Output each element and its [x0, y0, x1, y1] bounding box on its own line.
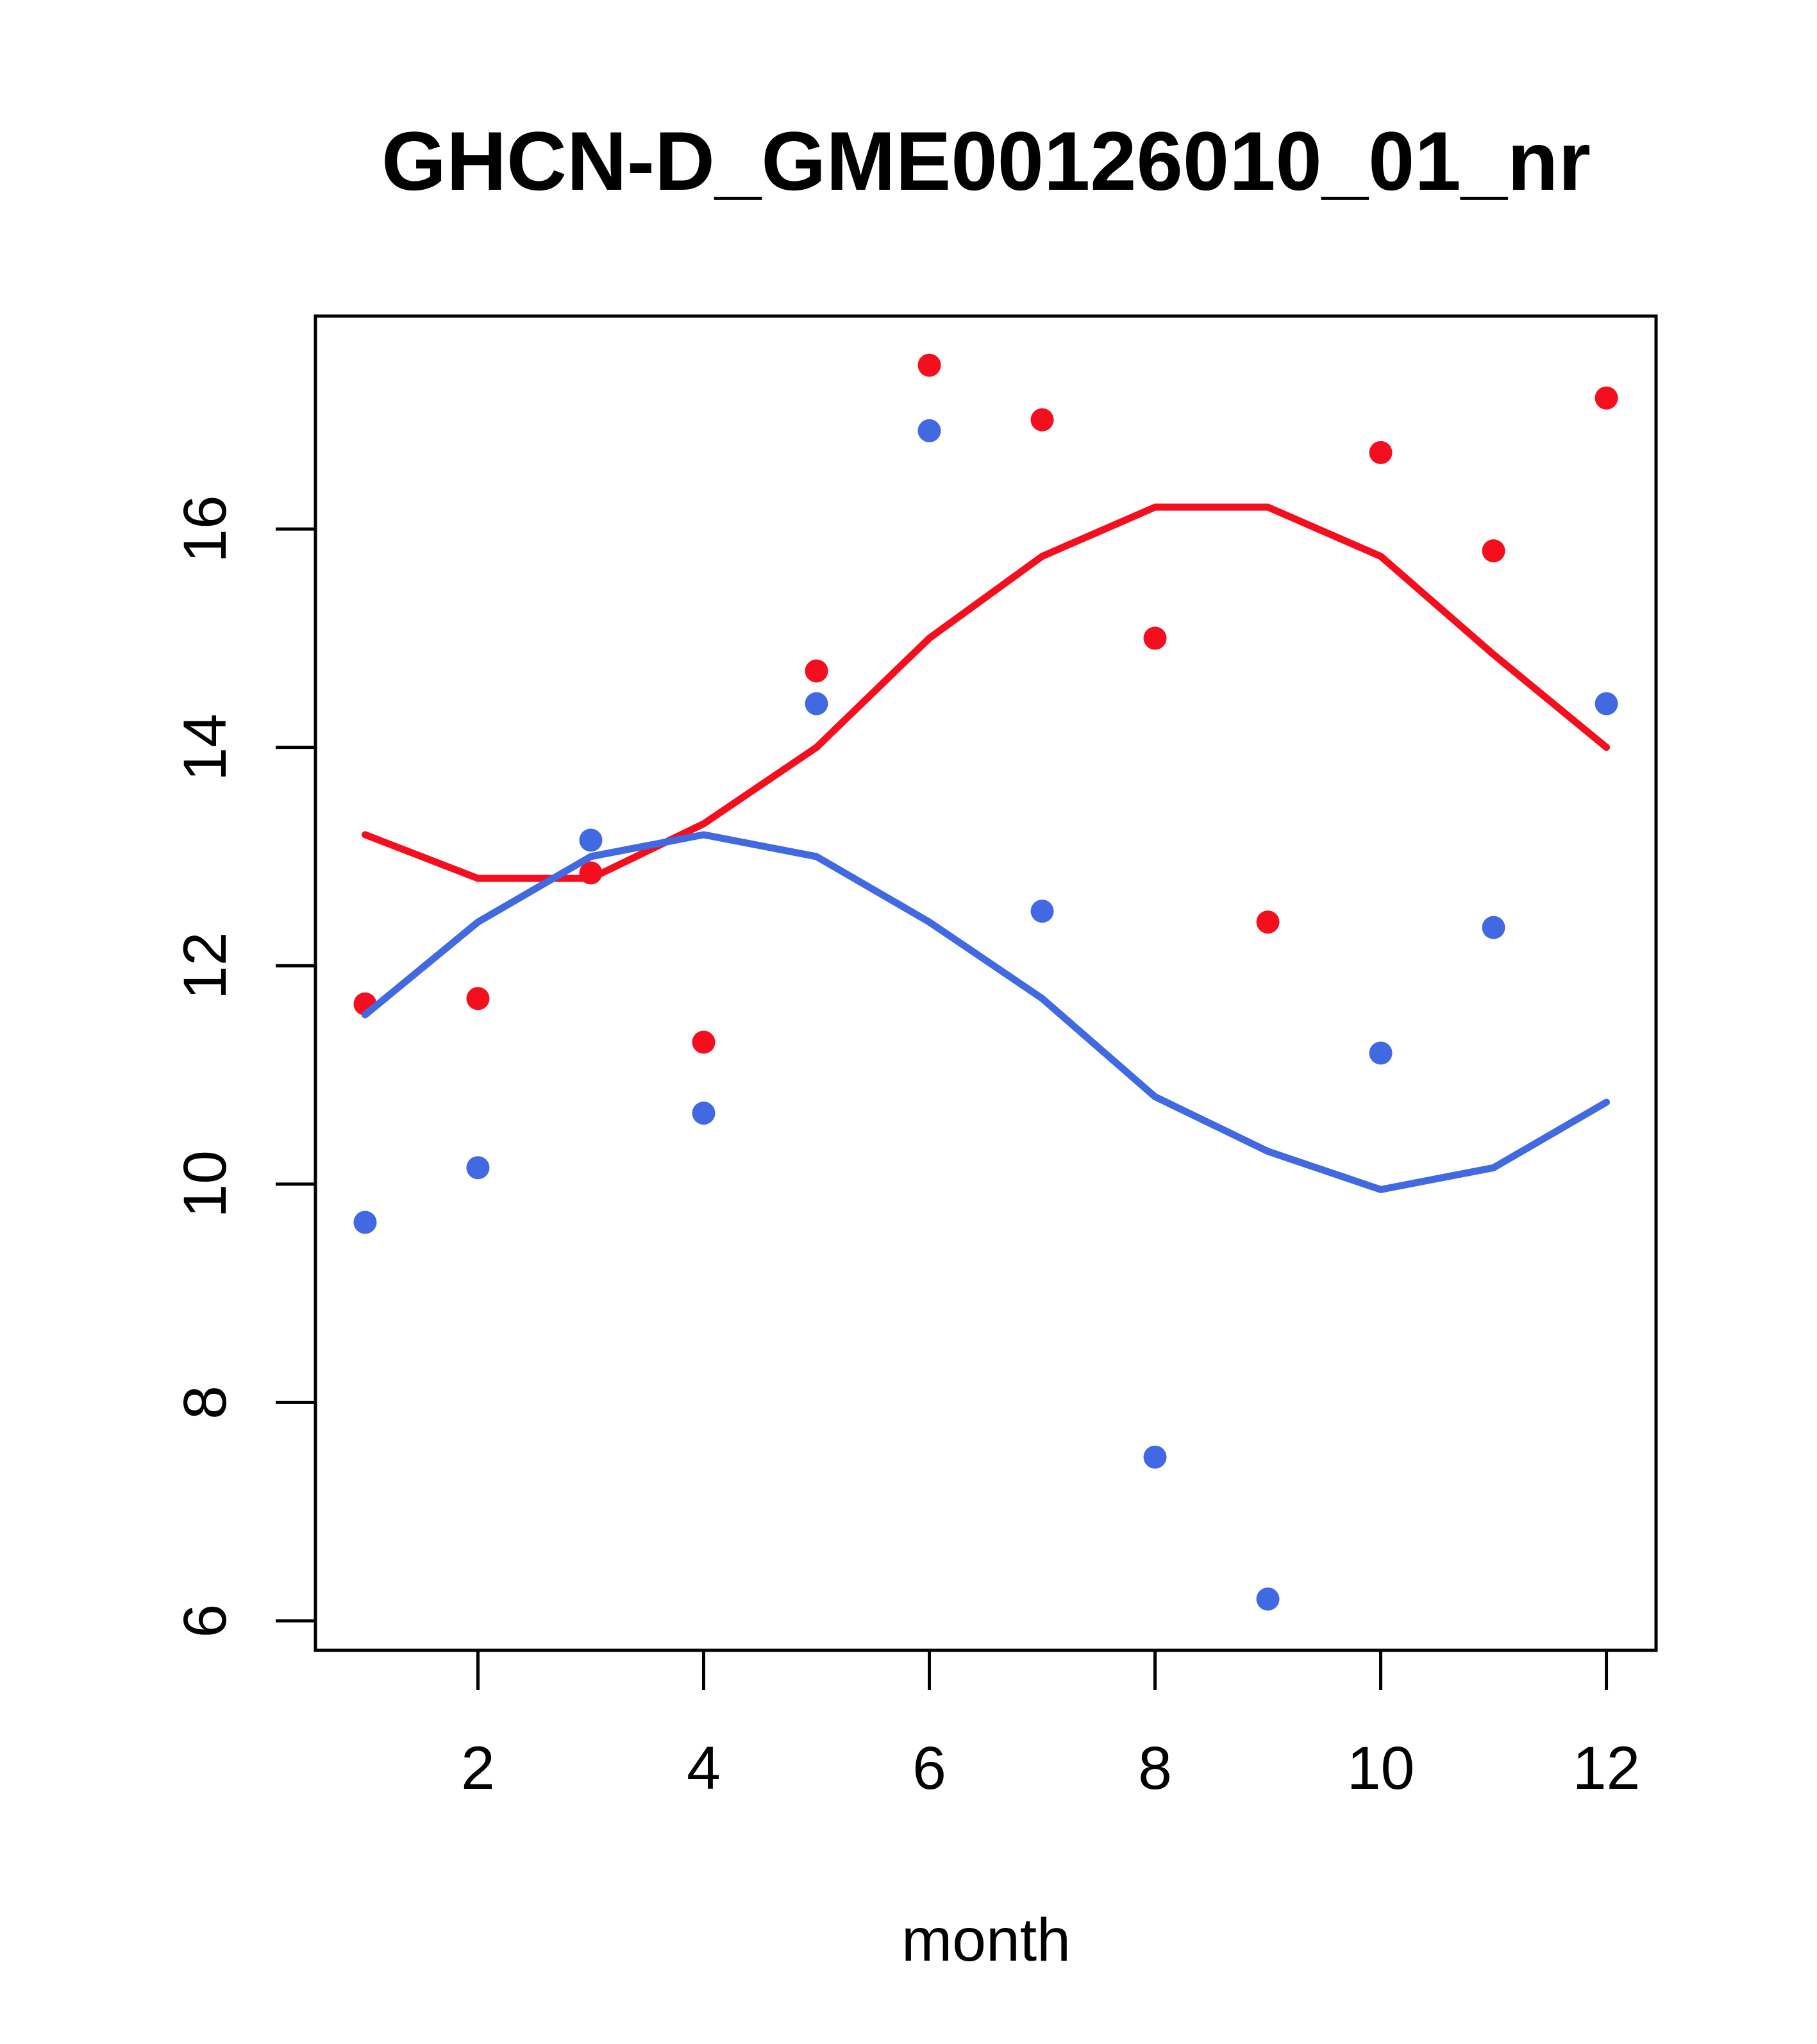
red-smooth-line	[361, 503, 1611, 882]
blue-points-marker	[466, 1156, 490, 1180]
blue-points-marker	[1369, 1041, 1393, 1065]
blue-points-marker	[692, 1102, 716, 1125]
x-axis-label: month	[901, 1906, 1071, 1974]
blue-points-marker	[805, 692, 828, 716]
x-axis-tick-label: 10	[1347, 1734, 1415, 1802]
red-points-marker	[1595, 386, 1618, 410]
plot-title: GHCN-D_GME00126010_01_nr	[381, 114, 1591, 208]
y-axis-tick-label: 14	[171, 714, 239, 782]
x-axis-tick-label: 8	[1138, 1734, 1172, 1802]
x-axis-tick-label: 12	[1573, 1734, 1641, 1802]
data-series-layer	[353, 353, 1618, 1611]
y-axis-tick-label: 16	[171, 495, 239, 563]
red-points-marker	[1482, 539, 1505, 563]
blue-points-marker	[579, 828, 603, 852]
red-points-marker	[917, 353, 941, 377]
blue-points-marker	[353, 1210, 377, 1234]
blue-points-marker	[1482, 916, 1505, 939]
y-axis-tick-label: 12	[171, 932, 239, 1000]
x-axis-tick-label: 2	[461, 1734, 495, 1802]
blue-points-marker	[1595, 692, 1618, 716]
red-points-marker	[1369, 440, 1393, 464]
blue-points-marker	[1030, 900, 1054, 923]
axis-layer: 2 4 6 8 10 12 6 8 10 12 14 16	[171, 495, 1640, 1802]
red-points-marker	[1030, 408, 1054, 431]
red-points-marker	[1143, 626, 1167, 650]
blue-smooth-line	[361, 831, 1611, 1193]
red-points-marker	[692, 1030, 716, 1054]
y-axis-tick-label: 6	[171, 1604, 239, 1638]
blue-points-marker	[917, 419, 941, 442]
plot-box	[314, 314, 1658, 1652]
y-axis-tick-label: 8	[171, 1386, 239, 1420]
red-points-marker	[466, 987, 490, 1010]
y-axis-tick-label: 10	[171, 1150, 239, 1218]
x-axis-tick-label: 6	[912, 1734, 946, 1802]
red-points-marker	[805, 659, 828, 683]
blue-points-marker	[1256, 1587, 1280, 1611]
x-axis-tick-label: 4	[687, 1734, 721, 1802]
blue-points-marker	[1143, 1445, 1167, 1469]
red-points-marker	[1256, 910, 1280, 934]
